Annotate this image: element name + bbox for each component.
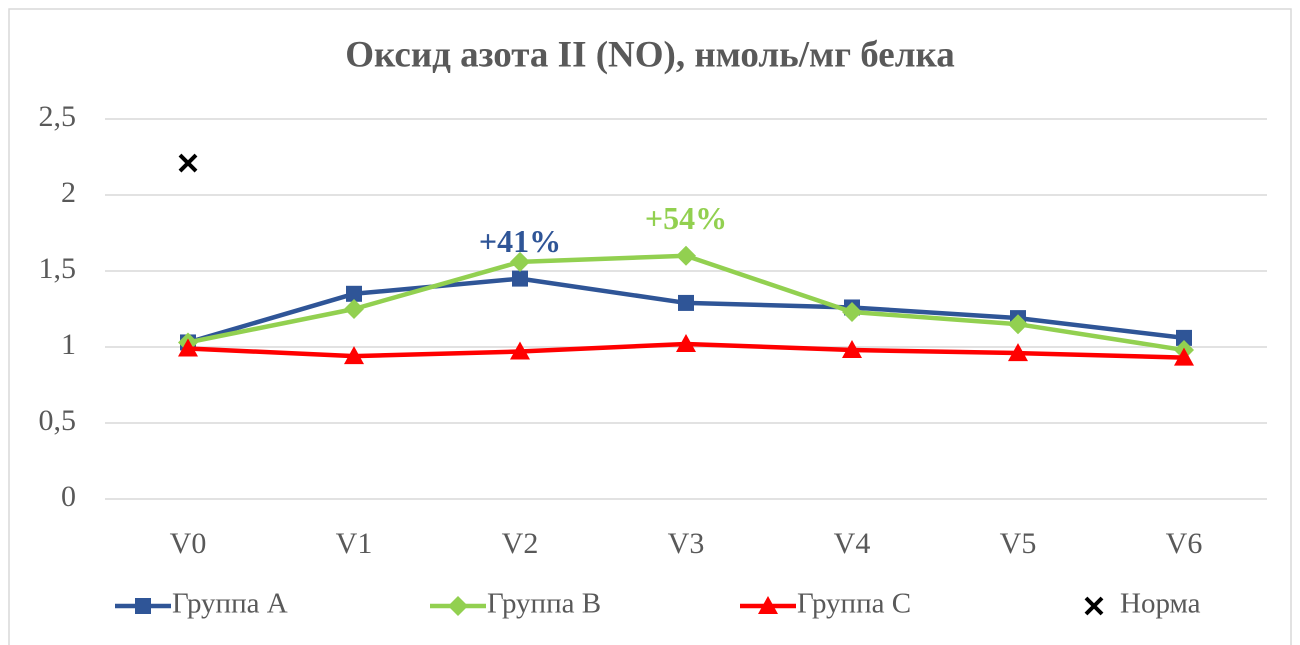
y-tick-label: 2 xyxy=(61,176,76,209)
x-tick-label: V4 xyxy=(834,527,871,560)
chart-title: Оксид азота II (NO), нмоль/мг белка xyxy=(345,34,954,75)
data-point xyxy=(1176,329,1192,346)
data-point xyxy=(344,299,364,319)
x-tick-label: V6 xyxy=(1166,527,1203,560)
y-tick-label: 0,5 xyxy=(39,404,77,437)
data-point xyxy=(676,245,696,266)
data-point xyxy=(1174,347,1194,366)
data-point xyxy=(510,341,530,360)
x-tick-label: V2 xyxy=(502,527,539,560)
legend-marker xyxy=(758,596,778,614)
data-point xyxy=(678,294,694,311)
y-tick-label: 1 xyxy=(61,328,76,361)
legend-marker xyxy=(1084,596,1104,616)
legend-marker xyxy=(448,596,468,616)
legend-label: Группа B xyxy=(487,588,601,620)
data-point xyxy=(346,285,362,302)
legend-label: Норма xyxy=(1120,588,1201,620)
data-point xyxy=(510,251,530,272)
data-point xyxy=(842,302,862,323)
data-point xyxy=(1008,314,1028,335)
legend-label: Группа C xyxy=(797,588,911,620)
legend-label: Группа A xyxy=(172,588,288,620)
y-tick-label: 0 xyxy=(61,480,76,513)
x-tick-label: V0 xyxy=(170,527,207,560)
data-point xyxy=(1008,343,1028,362)
data-point xyxy=(842,340,862,359)
data-point xyxy=(178,338,198,357)
x-tick-label: V1 xyxy=(336,527,373,560)
data-point xyxy=(178,153,198,173)
data-point xyxy=(512,270,528,287)
x-tick-label: V3 xyxy=(668,527,705,560)
annotation: +54% xyxy=(645,200,727,236)
y-tick-label: 1,5 xyxy=(39,252,77,285)
x-tick-label: V5 xyxy=(1000,527,1037,560)
y-tick-label: 2,5 xyxy=(39,100,77,133)
data-point xyxy=(676,333,696,352)
data-point xyxy=(344,346,364,365)
legend-marker xyxy=(135,598,151,614)
